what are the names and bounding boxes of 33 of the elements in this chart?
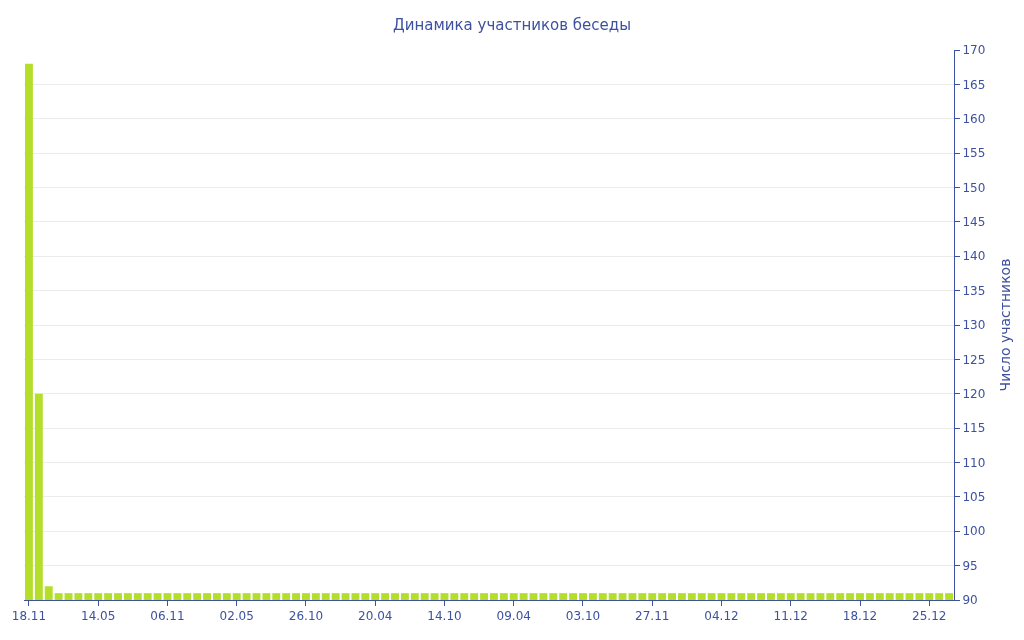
x-tick-label: 04.12: [704, 609, 739, 624]
y-axis-title: Число участников: [996, 258, 1013, 392]
y-tick-label: 145: [962, 215, 986, 230]
x-tick-label: 26.10: [288, 609, 324, 624]
y-tick-label: 90: [962, 593, 978, 608]
x-tick-label: 11.12: [773, 609, 808, 624]
y-tick-label: 140: [962, 249, 986, 264]
y-tick-label: 160: [962, 111, 986, 126]
y-tick-label: 95: [962, 558, 978, 573]
y-tick-label: 150: [962, 180, 986, 195]
y-tick-label: 135: [962, 283, 986, 298]
y-tick-label: 120: [962, 386, 986, 401]
x-tick-label: 27.11: [635, 609, 670, 624]
y-tick-label: 110: [962, 455, 986, 470]
x-tick-label: 14.10: [427, 609, 462, 624]
x-tick-label: 20.04: [358, 609, 393, 624]
x-tick-label: 09.04: [496, 609, 531, 624]
x-tick-label: 18.12: [842, 609, 878, 624]
y-tick-label: 125: [962, 352, 986, 367]
x-tick-label: 03.10: [565, 609, 601, 624]
y-tick-label: 130: [962, 318, 986, 333]
x-tick-label: 18.11: [11, 609, 47, 624]
x-tick-label: 25.12: [912, 609, 947, 624]
x-tick-label: 14.05: [81, 609, 116, 624]
y-tick-label: 155: [962, 146, 986, 161]
x-tick-label: 02.05: [219, 609, 254, 624]
y-tick-label: 105: [962, 490, 986, 505]
y-tick-label: 115: [962, 421, 986, 436]
y-tick-label: 165: [962, 77, 986, 92]
y-tick-label: 100: [962, 524, 986, 539]
x-tick-label: 06.11: [150, 609, 185, 624]
y-tick-label: 170: [962, 43, 986, 58]
chart-title: Динамика участников беседы: [392, 15, 632, 34]
